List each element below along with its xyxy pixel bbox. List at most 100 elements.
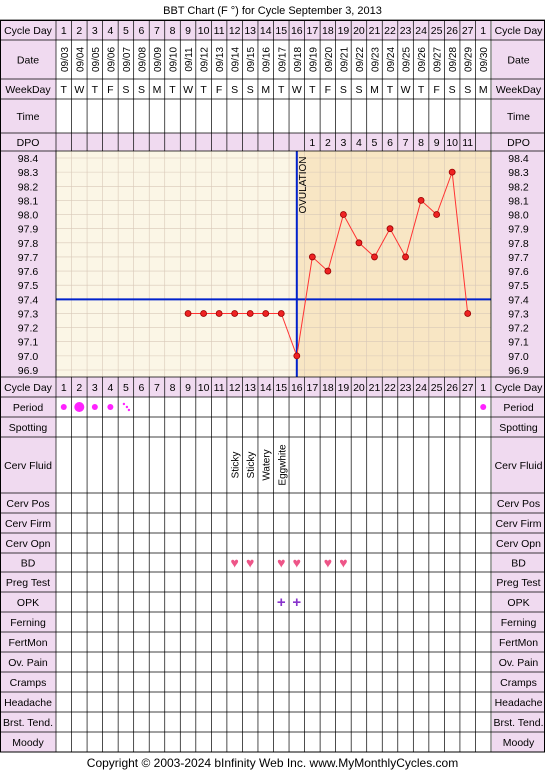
temp-label-col-left bbox=[0, 151, 56, 377]
row-label-right: Brst. Tend. bbox=[494, 717, 544, 729]
dpo-number: 11 bbox=[462, 137, 473, 149]
label-cell-bg bbox=[0, 493, 56, 513]
cycle-day-number: 4 bbox=[107, 382, 113, 394]
opk-positive-icon: + bbox=[292, 594, 301, 611]
post-ovulation-area bbox=[296, 151, 491, 377]
temperature-point bbox=[448, 168, 456, 176]
period-marker-spot bbox=[122, 402, 126, 406]
row-label-right: Ov. Pain bbox=[499, 657, 539, 669]
row-label-right: DPO bbox=[507, 137, 530, 149]
label-cell-bg bbox=[492, 652, 545, 672]
row-label-left: Cycle Day bbox=[4, 25, 53, 37]
date-label: 09/09 bbox=[153, 47, 164, 72]
cycle-day-number: 15 bbox=[275, 25, 287, 37]
cycle-day-number: 12 bbox=[229, 382, 241, 394]
temperature-point bbox=[262, 310, 270, 317]
label-cell-bg bbox=[492, 692, 545, 712]
temp-tick-label: 97.4 bbox=[18, 294, 39, 306]
temperature-point bbox=[402, 253, 409, 261]
row-label-left: Moody bbox=[12, 737, 44, 749]
cycle-day-number: 27 bbox=[462, 25, 474, 37]
row-label-left: Brst. Tend. bbox=[3, 717, 53, 729]
dpo-number: 9 bbox=[434, 137, 440, 149]
cycle-day-number: 8 bbox=[170, 382, 176, 394]
label-cell-bg bbox=[492, 592, 545, 612]
weekday-label: S bbox=[247, 84, 254, 96]
row-label-left: OPK bbox=[17, 597, 39, 609]
cycle-day-number: 20 bbox=[353, 382, 365, 394]
row-label-left: Preg Test bbox=[6, 577, 50, 589]
row-label-right: Moody bbox=[503, 737, 535, 749]
label-cell-bg bbox=[492, 732, 545, 752]
temp-tick-label: 98.3 bbox=[18, 167, 39, 179]
weekday-label: T bbox=[92, 84, 99, 96]
date-label: 09/28 bbox=[448, 47, 459, 72]
label-cell-bg bbox=[0, 672, 56, 692]
label-cell-bg bbox=[0, 632, 56, 652]
temp-tick-label: 97.7 bbox=[18, 252, 39, 264]
row-label-left: Cerv Opn bbox=[6, 538, 51, 550]
period-marker-spot bbox=[125, 405, 129, 409]
row-label-right: OPK bbox=[507, 597, 529, 609]
date-label: 09/30 bbox=[479, 47, 490, 72]
cycle-day-number: 6 bbox=[139, 382, 145, 394]
cycle-day-number: 15 bbox=[275, 382, 287, 394]
weekday-label: M bbox=[479, 84, 488, 96]
weekday-label: S bbox=[138, 84, 145, 96]
dpo-number: 8 bbox=[418, 137, 424, 149]
date-label: 09/11 bbox=[184, 47, 195, 72]
label-cell-bg bbox=[0, 133, 56, 151]
row-label-right: Period bbox=[503, 402, 534, 414]
row-label-left: Cerv Fluid bbox=[4, 460, 52, 472]
row-label-left: Cerv Firm bbox=[5, 518, 51, 530]
cycle-day-number: 1 bbox=[61, 382, 67, 394]
date-label: 09/27 bbox=[433, 47, 444, 72]
label-cell-bg bbox=[492, 533, 545, 553]
cycle-day-number: 5 bbox=[123, 25, 129, 37]
temperature-point bbox=[200, 310, 207, 317]
row-label-left: Ferning bbox=[10, 617, 46, 629]
cycle-day-number: 10 bbox=[198, 25, 210, 37]
date-label: 09/23 bbox=[370, 47, 381, 72]
row-label-right: Date bbox=[507, 55, 529, 67]
weekday-label: M bbox=[370, 84, 379, 96]
cycle-day-number: 2 bbox=[76, 382, 82, 394]
row-label-right: Headache bbox=[495, 697, 543, 709]
dpo-number: 4 bbox=[356, 137, 362, 149]
temp-tick-label: 98.2 bbox=[508, 181, 529, 193]
cycle-day-number: 11 bbox=[214, 25, 225, 37]
temperature-point bbox=[340, 211, 347, 218]
row-label-right: WeekDay bbox=[496, 84, 542, 96]
bd-heart-icon: ♥ bbox=[277, 555, 285, 571]
cycle-day-number: 8 bbox=[170, 25, 176, 37]
cycle-day-number: 22 bbox=[384, 25, 396, 37]
date-label: 09/24 bbox=[386, 47, 397, 72]
copyright-footer: Copyright © 2003-2024 bInfinity Web Inc.… bbox=[87, 756, 458, 770]
weekday-label: T bbox=[278, 84, 285, 96]
label-cell-bg bbox=[492, 79, 545, 99]
date-label: 09/08 bbox=[137, 47, 148, 72]
date-label: 09/04 bbox=[75, 47, 86, 72]
date-label: 09/06 bbox=[106, 47, 117, 72]
cycle-day-number: 1 bbox=[61, 25, 67, 37]
period-marker bbox=[480, 404, 487, 410]
label-cell-bg bbox=[0, 712, 56, 732]
label-cell-bg bbox=[0, 592, 56, 612]
row-label-left: WeekDay bbox=[5, 84, 51, 96]
period-marker bbox=[91, 404, 98, 410]
temperature-point bbox=[371, 253, 378, 261]
cerv-fluid-label: Sticky bbox=[231, 452, 242, 479]
weekday-label: W bbox=[292, 84, 302, 96]
date-label: 09/15 bbox=[246, 47, 257, 72]
label-cell-bg bbox=[492, 493, 545, 513]
cycle-day-number: 1 bbox=[480, 382, 486, 394]
date-label: 09/21 bbox=[339, 47, 350, 72]
label-cell-bg bbox=[492, 712, 545, 732]
temp-tick-label: 97.7 bbox=[508, 252, 529, 264]
label-cell-bg bbox=[492, 417, 545, 437]
dpo-number: 2 bbox=[325, 137, 331, 149]
label-cell-bg bbox=[492, 397, 545, 417]
temperature-point bbox=[277, 310, 285, 317]
label-cell-bg bbox=[0, 513, 56, 533]
